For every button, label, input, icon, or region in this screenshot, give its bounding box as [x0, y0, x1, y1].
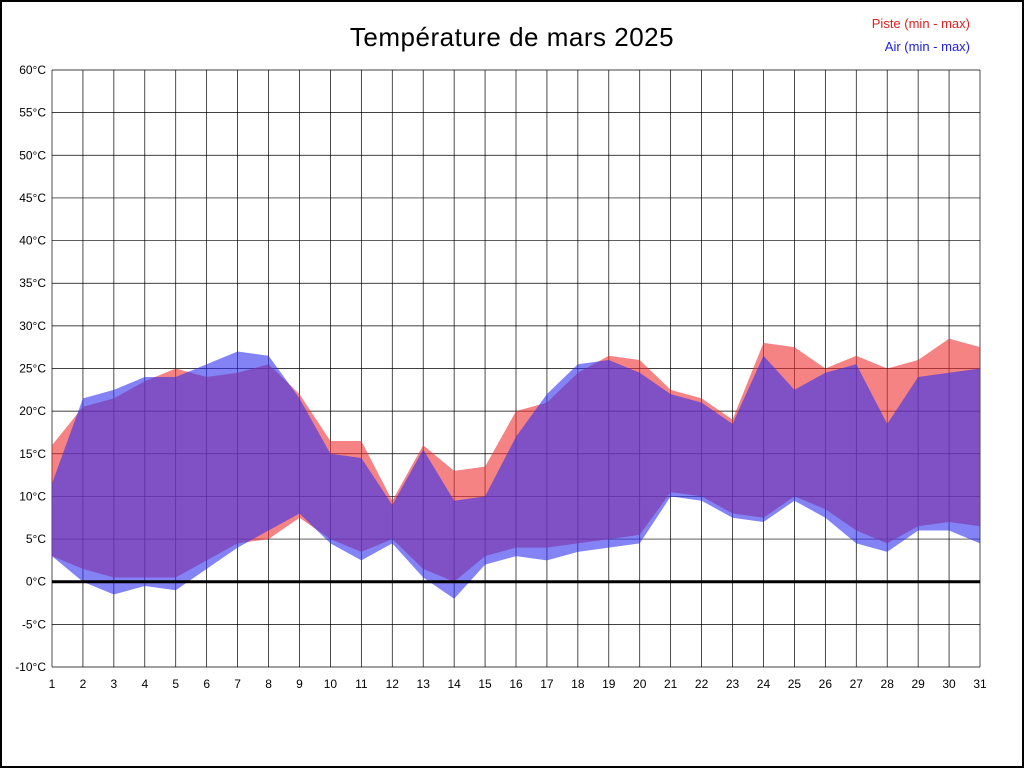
y-tick-label: 60°C	[19, 63, 46, 77]
x-tick-label: 13	[417, 677, 431, 691]
y-tick-label: 30°C	[19, 319, 46, 333]
x-tick-label: 1	[49, 677, 56, 691]
x-tick-label: 19	[602, 677, 616, 691]
x-tick-label: 26	[819, 677, 833, 691]
x-tick-label: 9	[296, 677, 303, 691]
x-tick-label: 14	[447, 677, 461, 691]
y-tick-label: 40°C	[19, 234, 46, 248]
y-tick-label: -10°C	[15, 660, 46, 674]
x-tick-label: 24	[757, 677, 771, 691]
y-tick-label: 25°C	[19, 362, 46, 376]
y-tick-label: 45°C	[19, 191, 46, 205]
x-tick-label: 18	[571, 677, 585, 691]
x-tick-label: 30	[942, 677, 956, 691]
y-tick-label: 0°C	[26, 575, 46, 589]
y-tick-label: 50°C	[19, 148, 46, 162]
x-tick-label: 28	[881, 677, 895, 691]
x-tick-label: 10	[324, 677, 338, 691]
x-tick-label: 8	[265, 677, 272, 691]
x-tick-label: 27	[850, 677, 864, 691]
y-tick-label: 20°C	[19, 404, 46, 418]
x-tick-label: 25	[788, 677, 802, 691]
x-tick-label: 2	[80, 677, 87, 691]
x-tick-label: 12	[386, 677, 400, 691]
x-tick-label: 6	[203, 677, 210, 691]
x-tick-label: 29	[911, 677, 925, 691]
y-tick-label: 5°C	[26, 532, 46, 546]
x-tick-label: 22	[695, 677, 709, 691]
x-tick-label: 15	[478, 677, 492, 691]
legend-air-label: Air (min - max)	[884, 39, 970, 54]
band-air	[52, 351, 980, 599]
x-tick-label: 5	[172, 677, 179, 691]
x-tick-label: 20	[633, 677, 647, 691]
y-tick-label: 55°C	[19, 106, 46, 120]
y-tick-label: -5°C	[22, 617, 46, 631]
legend-piste-label: Piste (min - max)	[871, 16, 970, 31]
x-tick-label: 11	[355, 677, 368, 691]
x-tick-label: 4	[141, 677, 148, 691]
legend: Piste (min - max) Air (min - max)	[872, 12, 970, 58]
chart-title: Température de mars 2025	[349, 22, 675, 52]
x-tick-label: 7	[234, 677, 241, 691]
x-tick-label: 21	[664, 677, 678, 691]
y-tick-label: 15°C	[19, 447, 46, 461]
y-tick-label: 35°C	[19, 276, 46, 290]
x-tick-label: 17	[540, 677, 554, 691]
x-tick-label: 3	[111, 677, 118, 691]
x-tick-label: 16	[509, 677, 523, 691]
x-tick-label: 23	[726, 677, 740, 691]
y-tick-label: 10°C	[19, 489, 46, 503]
x-tick-label: 31	[973, 677, 987, 691]
